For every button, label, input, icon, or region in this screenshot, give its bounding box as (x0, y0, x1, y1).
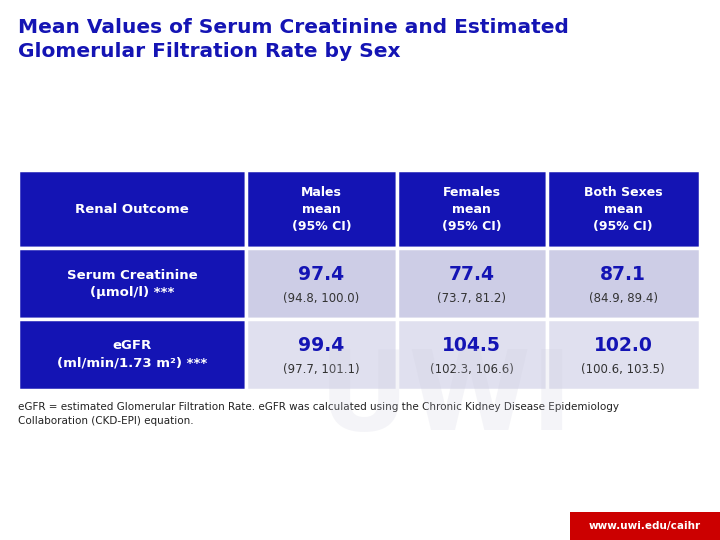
Text: UWI: UWI (319, 346, 574, 453)
Bar (246, 248, 397, 319)
Text: Renal Outcome: Renal Outcome (76, 202, 189, 215)
Text: 99.4: 99.4 (298, 336, 345, 355)
Text: (73.7, 81.2): (73.7, 81.2) (437, 292, 506, 305)
Text: Females
mean
(95% CI): Females mean (95% CI) (441, 186, 501, 233)
Bar (397, 248, 546, 319)
Text: www.uwi.edu/caihr: www.uwi.edu/caihr (589, 521, 701, 531)
Bar (570, 512, 720, 540)
Bar (397, 170, 546, 248)
Text: eGFR
(ml/min/1.73 m²) ***: eGFR (ml/min/1.73 m²) *** (57, 340, 207, 369)
Text: 77.4: 77.4 (449, 265, 495, 284)
Text: Serum Creatinine
(μmol/l) ***: Serum Creatinine (μmol/l) *** (67, 268, 197, 299)
Bar (546, 170, 700, 248)
Text: (94.8, 100.0): (94.8, 100.0) (284, 292, 359, 305)
Bar (18, 170, 246, 248)
Text: (100.6, 103.5): (100.6, 103.5) (582, 363, 665, 376)
Text: Males
mean
(95% CI): Males mean (95% CI) (292, 186, 351, 233)
Bar (18, 319, 246, 390)
Bar (18, 248, 246, 319)
Bar (397, 319, 546, 390)
Text: (84.9, 89.4): (84.9, 89.4) (589, 292, 658, 305)
Text: (102.3, 106.6): (102.3, 106.6) (430, 363, 513, 376)
Text: 97.4: 97.4 (298, 265, 345, 284)
Text: (97.7, 101.1): (97.7, 101.1) (283, 363, 360, 376)
Text: Both Sexes
mean
(95% CI): Both Sexes mean (95% CI) (584, 186, 662, 233)
Text: 87.1: 87.1 (600, 265, 647, 284)
Text: Mean Values of Serum Creatinine and Estimated
Glomerular Filtration Rate by Sex: Mean Values of Serum Creatinine and Esti… (18, 18, 569, 61)
Bar (246, 319, 397, 390)
Bar (246, 170, 397, 248)
Text: eGFR = estimated Glomerular Filtration Rate. eGFR was calculated using the Chron: eGFR = estimated Glomerular Filtration R… (18, 402, 619, 426)
Text: 102.0: 102.0 (594, 336, 653, 355)
Bar (546, 248, 700, 319)
Bar (546, 319, 700, 390)
Text: 104.5: 104.5 (442, 336, 501, 355)
